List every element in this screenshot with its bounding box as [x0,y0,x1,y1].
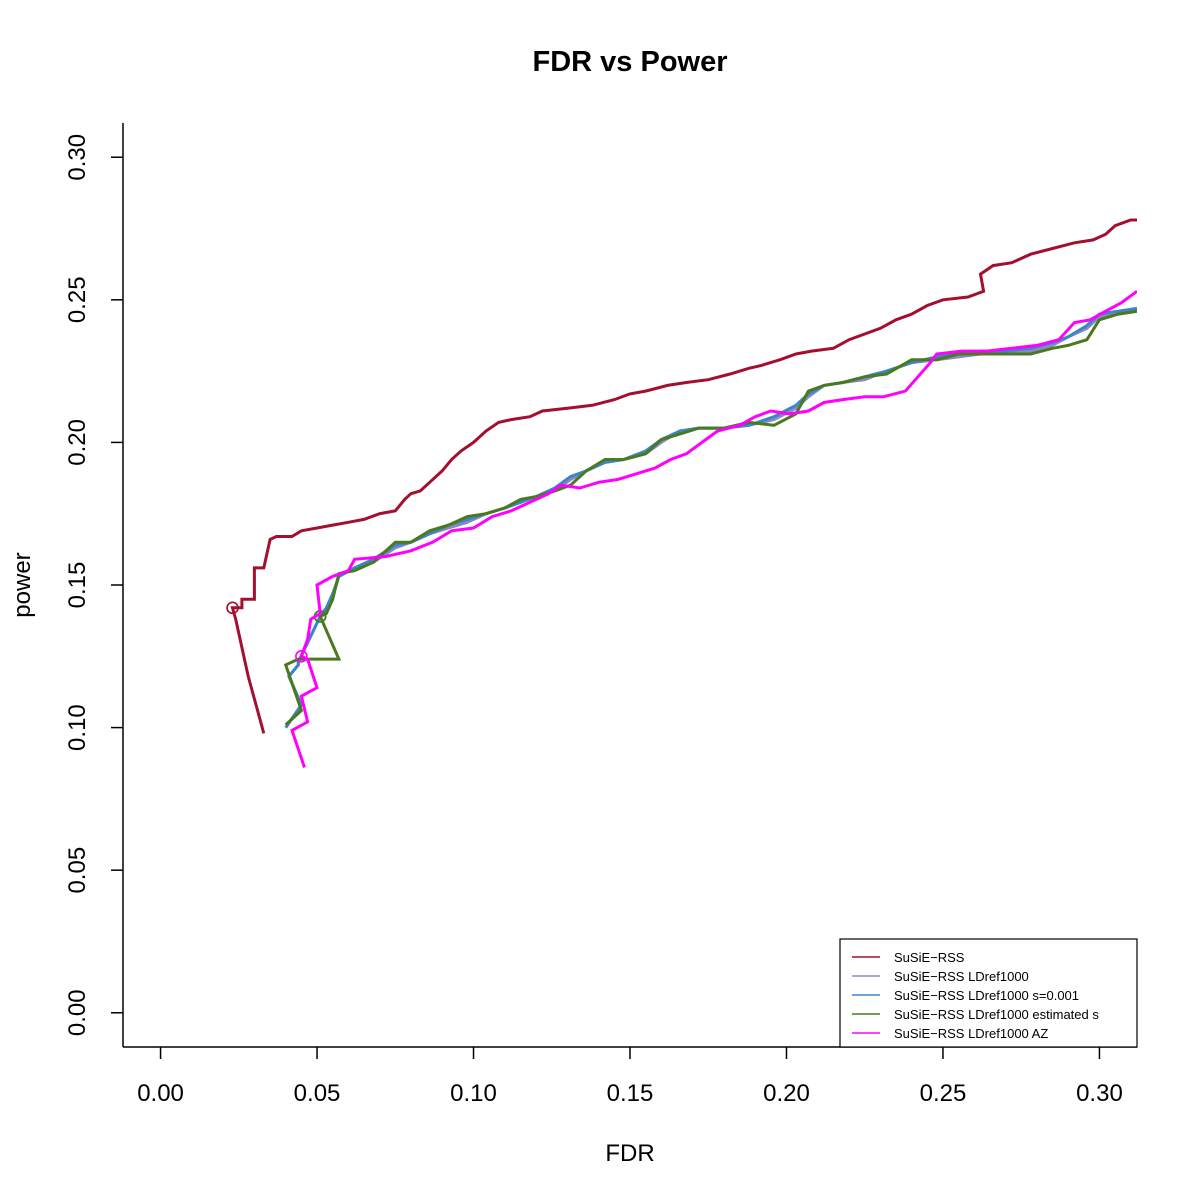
y-tick-label: 0.10 [64,704,91,751]
series-marker-4 [295,649,308,663]
y-tick-label: 0.25 [64,276,91,323]
legend-label: SuSiE−RSS LDref1000 AZ [894,1026,1048,1041]
x-tick-label: 0.30 [1076,1080,1123,1107]
series-line-0 [230,218,1137,734]
x-axis-label: FDR [605,1140,654,1167]
legend: SuSiE−RSS SuSiE−RSS LDref1000 SuSiE−RSS LD… [839,938,1138,1048]
y-tick-label: 0.05 [64,847,91,894]
x-tick-label: 0.20 [763,1080,810,1107]
x-tick-label: 0.05 [294,1080,341,1107]
series-line-4 [290,290,1137,768]
x-tick-label: 0.15 [607,1080,654,1107]
series-line-1 [284,309,1137,729]
series-line-3 [283,309,1137,726]
y-tick-label: 0.20 [64,419,91,466]
legend-label: SuSiE−RSS LDref1000 s=0.001 [894,988,1079,1003]
chart-title: FDR vs Power [533,46,728,78]
x-tick-label: 0.25 [920,1080,967,1107]
x-tick-label: 0.10 [450,1080,497,1107]
axes: 0.00 0.05 0.10 0.15 0.20 0.25 0.30 0.00 0.05 0.10… [64,123,1137,1107]
y-tick-label: 0.00 [64,989,91,1036]
series-lines [226,218,1137,768]
legend-label: SuSiE−RSS LDref1000 estimated s [894,1007,1099,1022]
x-tick-label: 0.00 [137,1080,184,1107]
legend-label: SuSiE−RSS LDref1000 [894,969,1029,984]
y-axis-label: power [9,552,36,617]
series-line-2 [284,306,1137,729]
y-tick-label: 0.15 [64,562,91,609]
y-tick-label: 0.30 [64,134,91,181]
series-marker-0 [226,601,239,615]
legend-box [839,938,1138,1048]
legend-label: SuSiE−RSS [894,950,965,965]
